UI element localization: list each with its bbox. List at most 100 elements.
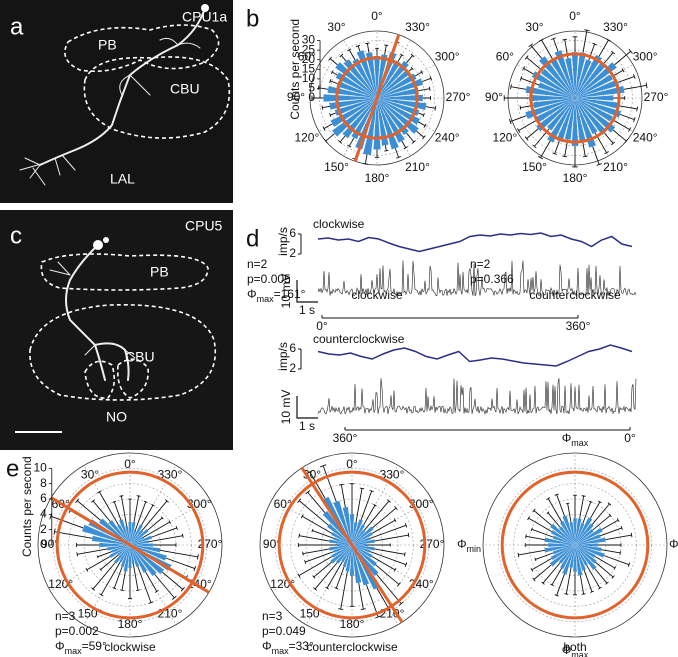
bar bbox=[575, 98, 597, 148]
voltage-trace bbox=[317, 260, 637, 297]
error-bar bbox=[582, 500, 593, 524]
bar bbox=[331, 532, 352, 545]
text-part: Φ bbox=[562, 643, 572, 657]
error-bar bbox=[302, 548, 330, 556]
bar bbox=[377, 98, 421, 125]
error-bar bbox=[384, 145, 389, 152]
bar bbox=[377, 78, 424, 98]
angle-label: 240° bbox=[435, 131, 460, 145]
error-bar bbox=[75, 498, 101, 521]
stat: n=2 bbox=[470, 257, 491, 271]
angle-label: 330° bbox=[405, 20, 430, 34]
error-bar bbox=[323, 133, 335, 144]
subscript: max bbox=[571, 438, 589, 448]
bar bbox=[575, 62, 617, 98]
subscript: min bbox=[467, 544, 482, 554]
mean-circle bbox=[335, 56, 419, 140]
text-part: 270° bbox=[446, 90, 471, 104]
text-part: 180° bbox=[365, 171, 390, 185]
bar bbox=[552, 535, 575, 545]
error-bar bbox=[519, 76, 540, 86]
error-bar bbox=[602, 50, 616, 65]
scale-bar bbox=[296, 396, 318, 419]
bar bbox=[547, 98, 575, 131]
bar bbox=[352, 529, 366, 545]
caption: both bbox=[563, 640, 586, 654]
text-part: 60° bbox=[298, 50, 316, 64]
bar bbox=[575, 98, 616, 133]
error-bar bbox=[369, 551, 408, 567]
angle-label: Φmax bbox=[562, 643, 589, 657]
error-bar bbox=[418, 86, 431, 92]
text-part: 330° bbox=[405, 20, 430, 34]
error-bar bbox=[414, 70, 424, 77]
caption: counterclockwise bbox=[306, 640, 398, 654]
bar bbox=[575, 523, 594, 545]
r-tick-label: 10 bbox=[33, 461, 47, 475]
error-bar bbox=[321, 105, 330, 110]
bar bbox=[130, 522, 136, 545]
error-bar bbox=[329, 79, 338, 85]
error-bar bbox=[611, 118, 632, 132]
angle-label: 180° bbox=[365, 171, 390, 185]
grid-circle bbox=[336, 529, 368, 561]
bar bbox=[559, 520, 575, 545]
error-bar bbox=[297, 498, 329, 526]
error-bar bbox=[91, 499, 111, 522]
error-bar bbox=[530, 558, 552, 572]
error-bar bbox=[91, 562, 116, 591]
error-bar bbox=[144, 571, 159, 593]
angle-label: 180° bbox=[118, 617, 143, 631]
y-axis-label: imp/s bbox=[276, 227, 290, 256]
error-bar bbox=[147, 516, 164, 531]
angle-label: 60° bbox=[274, 497, 292, 511]
outer-circle bbox=[482, 452, 668, 638]
bar bbox=[329, 539, 352, 545]
error-bar bbox=[369, 523, 408, 539]
region-label: PB bbox=[150, 264, 169, 280]
error-bar bbox=[374, 532, 410, 542]
angle-label: 300° bbox=[435, 50, 460, 64]
error-bar bbox=[134, 500, 148, 531]
error-bar bbox=[573, 494, 577, 519]
error-bar bbox=[133, 495, 141, 523]
error-bar bbox=[601, 518, 620, 531]
text-part: 150° bbox=[300, 606, 325, 620]
error-bar bbox=[598, 38, 611, 57]
rate-line bbox=[317, 232, 633, 253]
text-part: =59° bbox=[82, 639, 107, 653]
bar bbox=[575, 98, 613, 122]
text-part: 150° bbox=[522, 160, 547, 174]
bar bbox=[120, 545, 130, 568]
y-tick-label: 2 bbox=[289, 361, 296, 375]
error-bar bbox=[154, 574, 177, 600]
y-axis-label: imp/s bbox=[276, 342, 290, 371]
bar bbox=[536, 98, 575, 132]
error-bar bbox=[112, 566, 123, 590]
error-bar bbox=[384, 44, 389, 55]
bar bbox=[377, 98, 389, 146]
error-bar bbox=[375, 564, 401, 587]
bar bbox=[327, 85, 377, 98]
neuron bbox=[39, 7, 206, 166]
bar bbox=[82, 524, 130, 545]
angle-label: 60° bbox=[496, 50, 514, 64]
bar bbox=[349, 514, 355, 545]
bar bbox=[130, 545, 135, 565]
bar bbox=[336, 80, 377, 98]
bar bbox=[575, 529, 594, 545]
stat: n=2 bbox=[247, 257, 268, 271]
error-bar bbox=[539, 38, 554, 61]
phi-max-line bbox=[300, 467, 404, 623]
bar bbox=[130, 530, 137, 545]
error-bar bbox=[397, 53, 404, 62]
bar bbox=[130, 545, 161, 553]
text-part: 270° bbox=[644, 90, 669, 104]
text-part: 0° bbox=[124, 457, 136, 471]
bar bbox=[365, 52, 377, 98]
stat: n=3 bbox=[55, 609, 76, 623]
error-bar bbox=[525, 534, 545, 541]
cell-name: CPU1a bbox=[182, 9, 227, 25]
error-bar bbox=[53, 528, 93, 539]
bar bbox=[559, 526, 575, 545]
